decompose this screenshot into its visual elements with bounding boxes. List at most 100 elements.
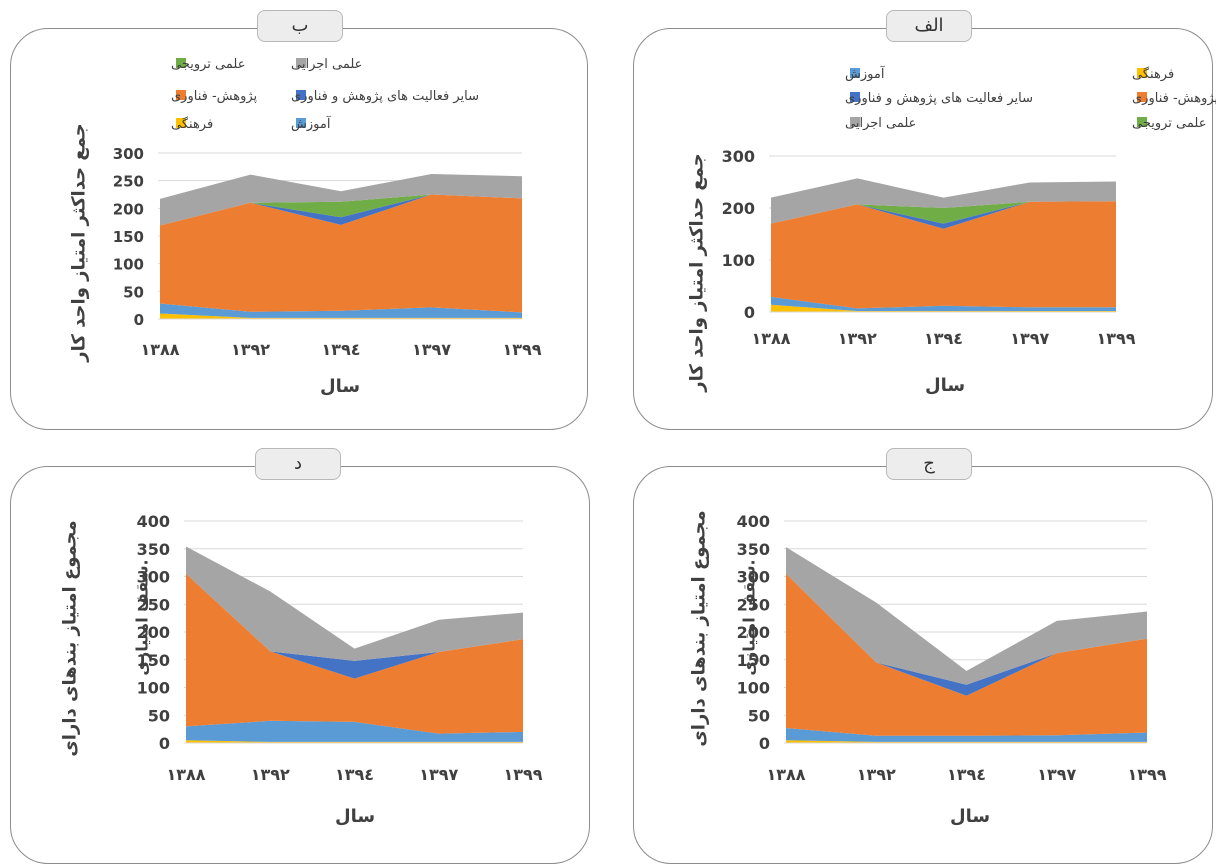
x-tick-label: ۱۳۹۹ <box>503 765 542 784</box>
area-series-amoozesh <box>771 296 1116 311</box>
legend-label-farhangi: فرهنگی <box>171 116 213 132</box>
x-tick-label: ۱۳۹۲ <box>251 765 290 784</box>
area-series-farhangi <box>186 740 523 743</box>
legend-label-pajohesh: پژوهش- فناوری <box>171 89 258 104</box>
panel-alef-y-axis-title: جمع حداکثر امتیاز واحد کار <box>686 153 708 392</box>
x-axis-title: سال <box>335 806 375 827</box>
y-tick-label: 0 <box>744 303 755 322</box>
y-tick-label: 100 <box>113 256 144 274</box>
x-tick-label: ۱۳۹۲ <box>838 329 877 348</box>
legend-label-tarviji: علمی ترویجی <box>171 57 245 72</box>
x-tick-label: ۱۳۸۸ <box>140 340 179 359</box>
chart-d: 0 50 100 150 200 250 300 350 400 ۱۳۸۸ ۱۳۹۲ ۱۳۹٤ ۱۳۹۷… <box>137 512 543 827</box>
area-series-ejraei <box>771 178 1116 224</box>
y-tick-label: 100 <box>722 251 755 270</box>
x-tick-label: ۱۳۹۹ <box>1127 765 1166 784</box>
y-tick-label: 200 <box>737 623 770 642</box>
chart-b: 0 50 100 150 200 250 300 ۱۳۸۸ ۱۳۹۲ ۱۳۹٤ ۱۳۹۷ ۱۳۹۹ سا… <box>113 57 542 397</box>
y-tick-label: 0 <box>134 311 144 329</box>
x-tick-label: ۱۳۸۸ <box>166 765 205 784</box>
area-series-amoozesh <box>186 720 523 742</box>
y-tick-label: 50 <box>148 706 170 725</box>
panel-alef-tab: الف <box>886 10 972 42</box>
y-tick-label: 300 <box>737 568 770 587</box>
legend-swatch-tarviji <box>1137 117 1147 127</box>
y-tick-label: 300 <box>113 145 144 163</box>
y-tick-label: 300 <box>722 147 755 166</box>
area-series-amoozesh <box>786 728 1147 742</box>
y-tick-label: 150 <box>737 651 770 670</box>
legend-swatch-ejraei <box>296 58 306 68</box>
legend-label-pajohesh: پژوهش- فناوری <box>1132 91 1216 106</box>
legend-label-tarviji: علمی ترویجی <box>1132 116 1206 131</box>
area-series-tarviji <box>771 201 1116 224</box>
y-tick-label: 200 <box>722 199 755 218</box>
legend-label-amoozesh: آموزش <box>291 115 332 132</box>
area-series-ejraei <box>786 547 1147 685</box>
x-tick-label: ۱۳۸۸ <box>751 329 790 348</box>
y-tick-label: 250 <box>113 173 144 191</box>
x-tick-label: ۱۳۹۲ <box>857 765 896 784</box>
legend-swatch-amoozesh <box>850 68 860 78</box>
y-tick-label: 0 <box>159 734 170 753</box>
legend-label-amoozesh: آموزش <box>845 65 886 82</box>
area-series-ejraei <box>186 546 523 661</box>
legend-label-ejraei: علمی اجرایی <box>845 116 916 131</box>
x-tick-label: ۱۳۹۹ <box>1096 329 1135 348</box>
x-tick-label: ۱۳۸۸ <box>766 765 805 784</box>
y-tick-label: 250 <box>137 595 170 614</box>
y-tick-label: 400 <box>737 512 770 531</box>
panel-dal-y-axis-title: مجموع امتیاز بندهای دارای <box>59 520 81 757</box>
x-tick-label: ۱۳۹٤ <box>335 765 374 784</box>
x-tick-label: ۱۳۹۷ <box>419 765 458 784</box>
legend-swatch-pajohesh <box>1137 92 1147 102</box>
chart-a: 0 100 200 300 ۱۳۸۸ ۱۳۹۲ ۱۳۹٤ ۱۳۹۷ ۱۳۹۹ سال فرهنگی آ… <box>722 65 1216 396</box>
x-tick-label: ۱۳۹٤ <box>947 765 986 784</box>
panel-jim-y-axis-title: مجموع امتیاز بندهای دارای <box>688 510 710 747</box>
y-tick-label: 100 <box>137 679 170 698</box>
legend-swatch-sayer <box>850 92 860 102</box>
legend-swatch-pajohesh <box>176 90 186 100</box>
chart-c: 0 50 100 150 200 250 300 350 400 ۱۳۸۸ ۱۳۹۲ ۱۳۹٤ ۱۳۹۷… <box>737 512 1167 827</box>
y-tick-label: 250 <box>737 595 770 614</box>
panel-dal-y-axis-title-line2: سقف امتیازی. <box>132 559 152 676</box>
legend-swatch-tarviji <box>176 58 186 68</box>
panel-b-tab: ب <box>257 10 343 42</box>
area-series-pajohesh <box>160 194 522 313</box>
y-tick-label: 350 <box>137 540 170 559</box>
panel-jim-tab: ج <box>886 448 972 480</box>
legend-swatch-farhangi <box>1137 68 1147 78</box>
legend: علمی اجرایی علمی ترویجی سایر فعالیت های پژ… <box>171 57 479 132</box>
y-tick-label: 400 <box>137 512 170 531</box>
y-tick-label: 300 <box>137 568 170 587</box>
legend-label-sayer: سایر فعالیت های پژوهش و فناوری <box>845 91 1033 106</box>
area-series-ejraei <box>160 174 522 226</box>
y-tick-label: 50 <box>123 283 144 301</box>
legend-label-farhangi: فرهنگی <box>1132 66 1174 82</box>
y-tick-label: 100 <box>737 679 770 698</box>
x-tick-label: ۱۳۹۷ <box>1010 329 1049 348</box>
panel-jim-y-axis-title-line2: سقف امتیازی. <box>739 559 759 676</box>
y-tick-label: 200 <box>137 623 170 642</box>
x-axis-title: سال <box>950 806 990 827</box>
panel-b-y-axis-title: جمع حداکثر امتیاز واحد کار <box>68 123 90 362</box>
area-series-pajohesh <box>186 573 523 734</box>
y-tick-label: 50 <box>748 706 770 725</box>
x-tick-label: ۱۳۹٤ <box>924 329 963 348</box>
y-tick-label: 150 <box>137 651 170 670</box>
area-series-farhangi <box>786 740 1147 743</box>
panel-dal-tab: د <box>255 448 341 480</box>
y-tick-label: 350 <box>737 540 770 559</box>
legend-swatch-farhangi <box>176 118 186 128</box>
x-tick-label: ۱۳۹۲ <box>231 340 270 359</box>
area-series-tarviji <box>160 194 522 226</box>
legend-label-ejraei: علمی اجرایی <box>291 57 362 72</box>
x-tick-label: ۱۳۹٤ <box>321 340 360 359</box>
y-tick-label: 200 <box>113 200 144 218</box>
x-axis-title: سال <box>320 376 360 397</box>
x-axis-title: سال <box>925 375 965 396</box>
legend: فرهنگی آموزش پژوهش- فناوری سایر فعالیت های … <box>845 65 1216 131</box>
y-tick-label: 0 <box>759 734 770 753</box>
x-tick-label: ۱۳۹۹ <box>502 340 541 359</box>
